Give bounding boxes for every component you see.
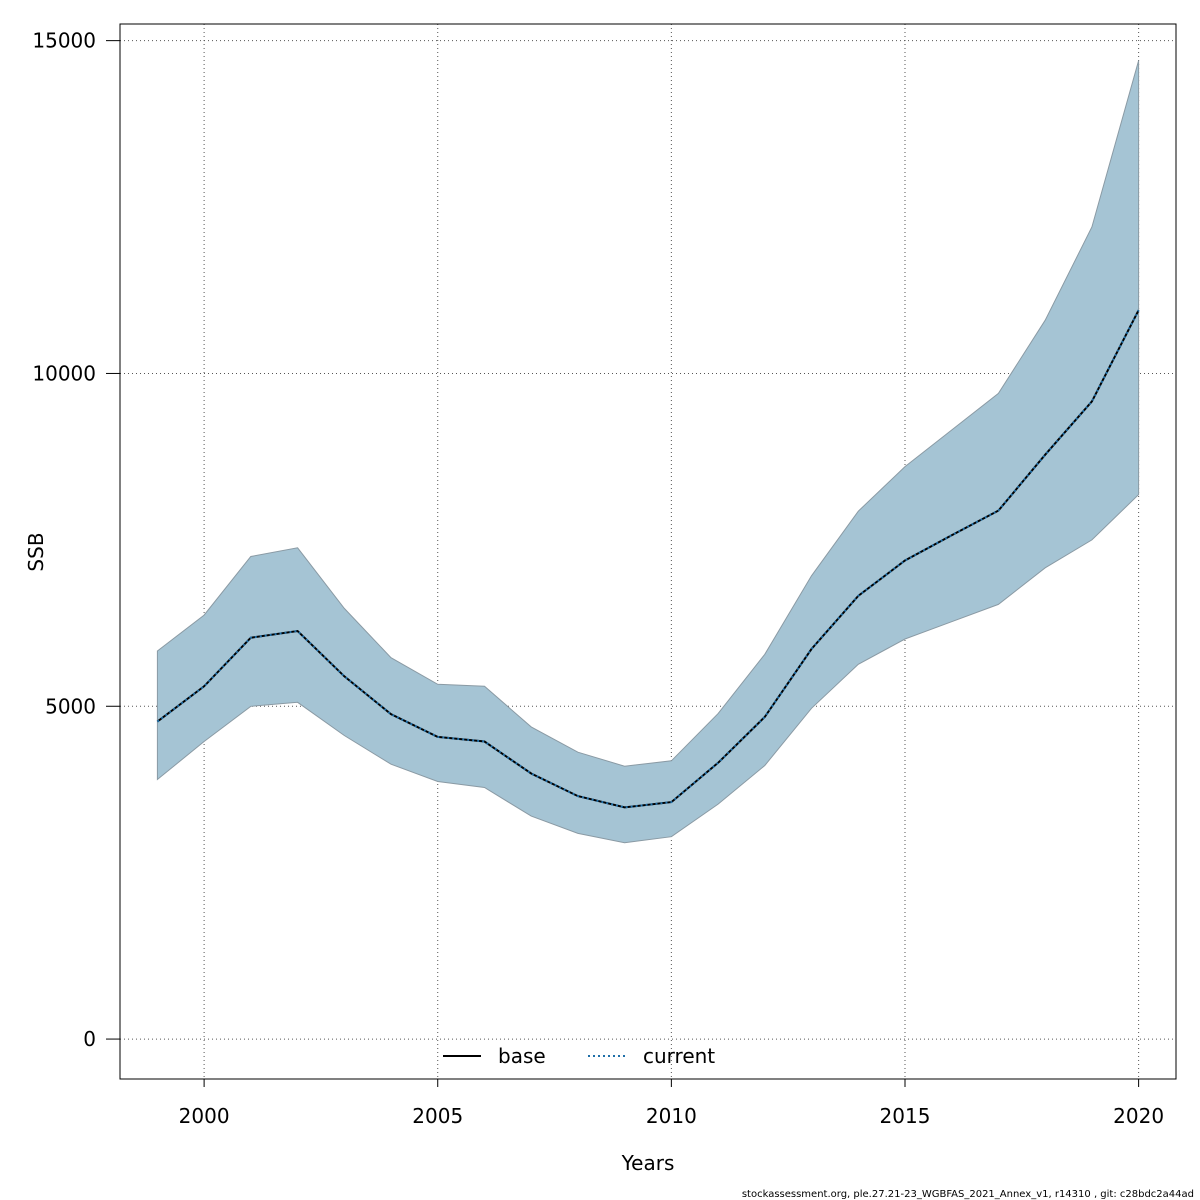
footer-note: stockassessment.org, ple.27.21-23_WGBFAS…: [742, 1189, 1194, 1200]
x-tick-label: 2020: [1113, 1104, 1164, 1128]
grid: [120, 24, 1176, 1079]
x-tick-label: 2015: [880, 1104, 931, 1128]
y-axis-title: SSB: [24, 532, 48, 571]
y-tick-label: 10000: [32, 361, 96, 385]
series-lines: [156, 309, 1140, 809]
y-tick-label: 15000: [32, 29, 96, 53]
x-axis-title: Years: [621, 1151, 675, 1175]
legend-label-base: base: [498, 1044, 546, 1068]
plot-frame: [119, 23, 1177, 1080]
y-axis: 0 5000 10000 15000: [32, 29, 120, 1051]
legend: base current: [443, 1044, 715, 1068]
y-tick-label: 5000: [45, 694, 96, 718]
confidence-band: [156, 60, 1140, 844]
x-axis: 2000 2005 2010 2015 2020: [179, 1079, 1164, 1128]
x-tick-label: 2000: [179, 1104, 230, 1128]
x-tick-label: 2010: [646, 1104, 697, 1128]
series-current-line: [156, 309, 1140, 809]
legend-label-current: current: [643, 1044, 715, 1068]
x-tick-label: 2005: [412, 1104, 463, 1128]
y-tick-label: 0: [83, 1027, 96, 1051]
